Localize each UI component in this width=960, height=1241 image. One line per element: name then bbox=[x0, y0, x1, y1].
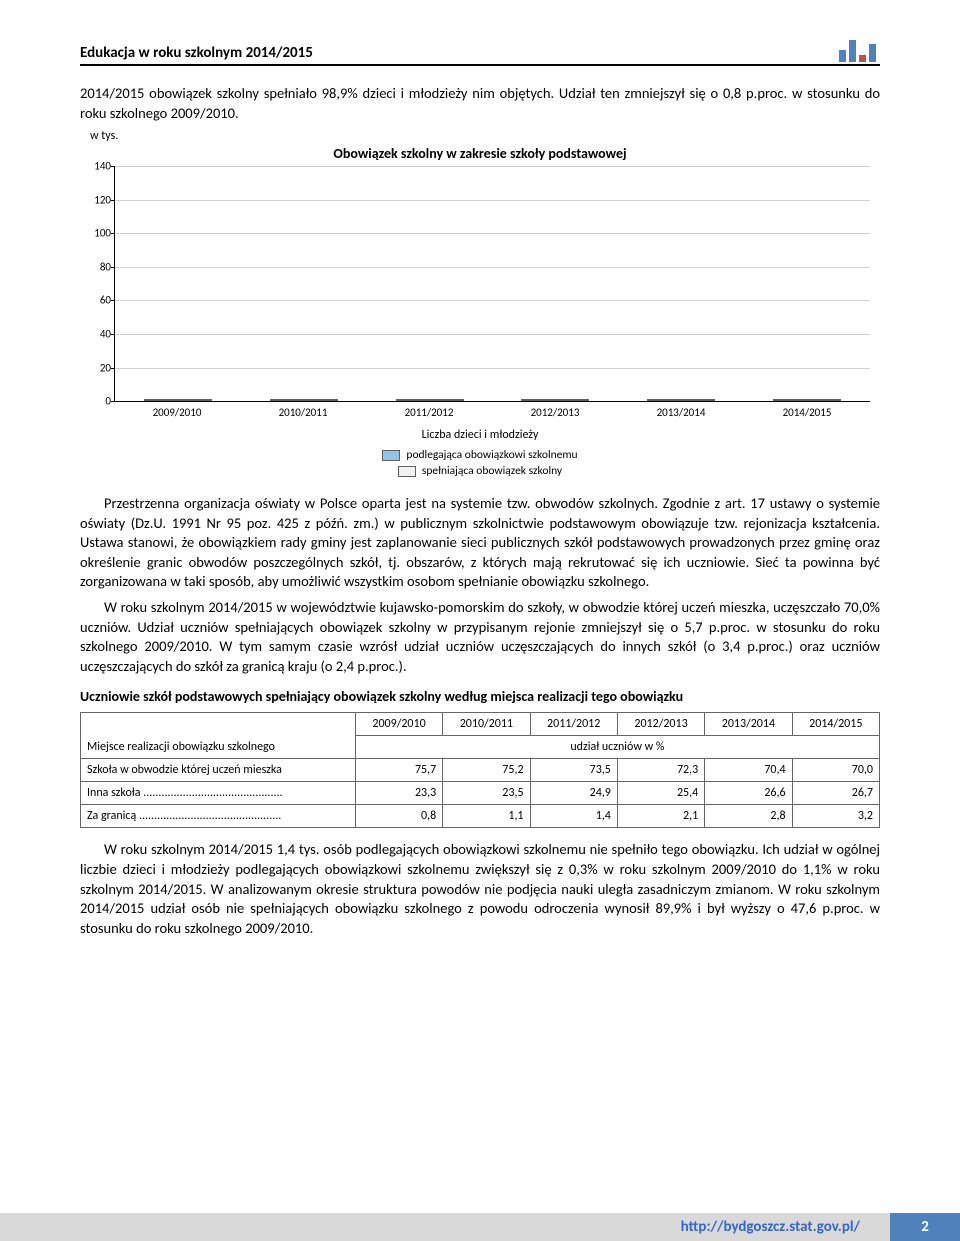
table-cell: 3,2 bbox=[792, 805, 879, 828]
table-column-header: 2014/2015 bbox=[792, 713, 879, 736]
table-row: Inna szkoła ............................… bbox=[81, 782, 880, 805]
table-cell: 26,6 bbox=[705, 782, 792, 805]
table-column-header: 2009/2010 bbox=[355, 713, 442, 736]
bar-series1 bbox=[144, 399, 178, 401]
bar-series1 bbox=[773, 399, 807, 401]
table-cell: 25,4 bbox=[617, 782, 704, 805]
chart-ytick: 0 bbox=[85, 395, 111, 408]
table-cell: 0,8 bbox=[355, 805, 442, 828]
table-row-label: Inna szkoła ............................… bbox=[81, 782, 356, 805]
paragraph-3: W roku szkolnym 2014/2015 w województwie… bbox=[80, 598, 880, 676]
paragraph-2: Przestrzenna organizacja oświaty w Polsc… bbox=[80, 494, 880, 592]
data-table: Miejsce realizacji obowiązku szkolnego20… bbox=[80, 712, 880, 828]
table-row: Za granicą .............................… bbox=[81, 805, 880, 828]
chart-title: Obowiązek szkolny w zakresie szkoły pods… bbox=[80, 145, 880, 162]
chart-ylabel: w tys. bbox=[90, 129, 880, 143]
legend-label-1: podlegająca obowiązkowi szkolnemu bbox=[406, 448, 577, 462]
bar-series1 bbox=[270, 399, 304, 401]
table-cell: 26,7 bbox=[792, 782, 879, 805]
chart-x-axis: 2009/2010 2010/2011 2011/2012 2012/2013 2013… bbox=[114, 406, 870, 426]
chart-ytick: 120 bbox=[85, 193, 111, 206]
table-column-header: 2010/2011 bbox=[443, 713, 530, 736]
page-header: Edukacja w roku szkolnym 2014/2015 bbox=[80, 40, 880, 66]
chart-ytick: 140 bbox=[85, 160, 111, 173]
table-cell: 1,1 bbox=[443, 805, 530, 828]
table-cell: 2,1 bbox=[617, 805, 704, 828]
footer-url[interactable]: http://bydgoszcz.stat.gov.pl/ bbox=[671, 1213, 890, 1241]
bar-group bbox=[264, 399, 344, 401]
bar-series1 bbox=[396, 399, 430, 401]
chart-xlabel: 2010/2011 bbox=[263, 406, 343, 426]
chart-ytick: 20 bbox=[85, 361, 111, 374]
table-column-header: 2013/2014 bbox=[705, 713, 792, 736]
footer-page-number: 2 bbox=[890, 1213, 960, 1241]
legend-swatch-1 bbox=[382, 450, 400, 461]
bar-chart: w tys. Obowiązek szkolny w zakresie szko… bbox=[80, 129, 880, 478]
bar-series2 bbox=[807, 399, 841, 401]
table-row: Szkoła w obwodzie której uczeń mieszka75… bbox=[81, 759, 880, 782]
table-cell: 24,9 bbox=[530, 782, 617, 805]
header-logo bbox=[839, 40, 880, 62]
table-title: Uczniowie szkół podstawowych spełniający… bbox=[80, 688, 880, 706]
table-cell: 75,7 bbox=[355, 759, 442, 782]
table-cell: 70,0 bbox=[792, 759, 879, 782]
chart-caption: Liczba dzieci i młodzieży bbox=[80, 428, 880, 442]
intro-paragraph: 2014/2015 obowiązek szkolny spełniało 98… bbox=[80, 84, 880, 123]
table-cell: 70,4 bbox=[705, 759, 792, 782]
chart-ytick: 60 bbox=[85, 294, 111, 307]
bar-group bbox=[641, 399, 721, 401]
chart-ytick: 100 bbox=[85, 227, 111, 240]
table-cell: 72,3 bbox=[617, 759, 704, 782]
chart-plot-area: 020406080100120140 bbox=[114, 166, 870, 402]
table-row-header: Miejsce realizacji obowiązku szkolnego bbox=[81, 713, 356, 759]
table-column-header: 2011/2012 bbox=[530, 713, 617, 736]
table-cell: 75,2 bbox=[443, 759, 530, 782]
bar-series2 bbox=[681, 399, 715, 401]
bar-series1 bbox=[521, 399, 555, 401]
table-cell: 2,8 bbox=[705, 805, 792, 828]
page-footer: http://bydgoszcz.stat.gov.pl/ 2 bbox=[0, 1213, 960, 1241]
chart-xlabel: 2014/2015 bbox=[767, 406, 847, 426]
header-title: Edukacja w roku szkolnym 2014/2015 bbox=[80, 44, 313, 62]
chart-ytick: 80 bbox=[85, 260, 111, 273]
table-column-header: 2012/2013 bbox=[617, 713, 704, 736]
chart-legend: podlegająca obowiązkowi szkolnemu spełni… bbox=[80, 448, 880, 478]
legend-swatch-2 bbox=[398, 466, 416, 477]
table-row-label: Za granicą .............................… bbox=[81, 805, 356, 828]
bar-series2 bbox=[430, 399, 464, 401]
table-row-label: Szkoła w obwodzie której uczeń mieszka bbox=[81, 759, 356, 782]
chart-xlabel: 2012/2013 bbox=[515, 406, 595, 426]
chart-ytick: 40 bbox=[85, 327, 111, 340]
table-cell: 1,4 bbox=[530, 805, 617, 828]
chart-xlabel: 2009/2010 bbox=[137, 406, 217, 426]
chart-xlabel: 2011/2012 bbox=[389, 406, 469, 426]
bar-group bbox=[138, 399, 218, 401]
chart-xlabel: 2013/2014 bbox=[641, 406, 721, 426]
bar-group bbox=[515, 399, 595, 401]
legend-label-2: spełniająca obowiązek szkolny bbox=[422, 464, 562, 478]
bar-series2 bbox=[555, 399, 589, 401]
table-cell: 73,5 bbox=[530, 759, 617, 782]
table-sub-header: udział uczniów w % bbox=[355, 736, 879, 759]
bar-group bbox=[390, 399, 470, 401]
bar-group bbox=[767, 399, 847, 401]
table-cell: 23,5 bbox=[443, 782, 530, 805]
paragraph-4: W roku szkolnym 2014/2015 1,4 tys. osób … bbox=[80, 840, 880, 938]
bar-series1 bbox=[647, 399, 681, 401]
table-cell: 23,3 bbox=[355, 782, 442, 805]
bar-series2 bbox=[304, 399, 338, 401]
bar-series2 bbox=[178, 399, 212, 401]
